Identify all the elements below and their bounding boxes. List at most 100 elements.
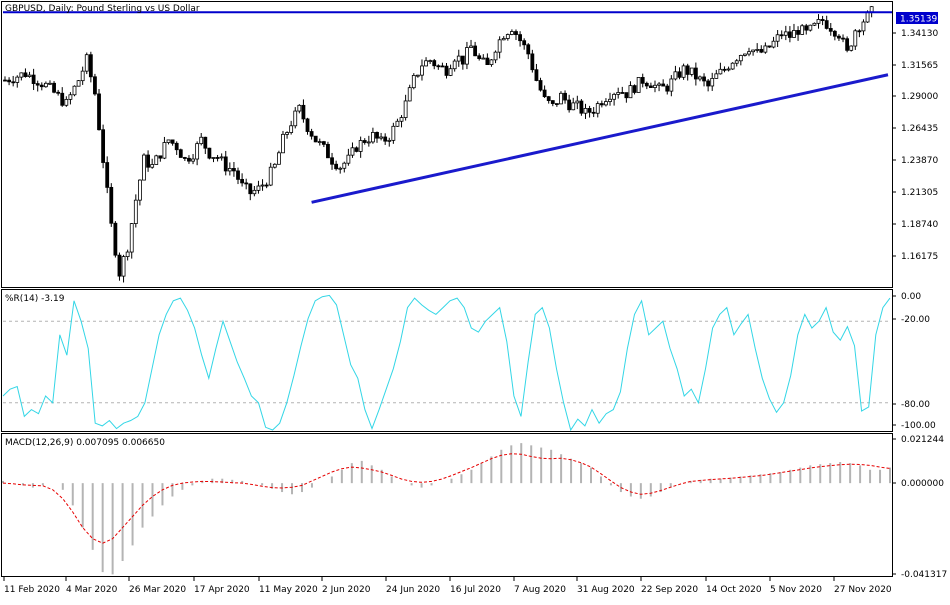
candle-body bbox=[80, 70, 85, 82]
candle-body bbox=[260, 184, 265, 187]
candle-body bbox=[309, 131, 314, 137]
candle-body bbox=[722, 68, 727, 71]
candle-body bbox=[595, 103, 600, 114]
candle-body bbox=[195, 143, 200, 160]
date-label: 26 Mar 2020 bbox=[129, 585, 186, 595]
candle-body bbox=[338, 167, 343, 170]
candle-body bbox=[599, 103, 604, 106]
candle-body bbox=[661, 83, 666, 87]
candle-body bbox=[166, 139, 171, 143]
candle-body bbox=[403, 100, 408, 118]
candle-body bbox=[522, 40, 527, 46]
candle-body bbox=[146, 154, 150, 168]
price-tick-label: 1.31565 bbox=[901, 61, 938, 71]
candle-body bbox=[689, 67, 694, 75]
candle-body bbox=[620, 92, 625, 94]
candle-body bbox=[248, 183, 253, 195]
candle-body bbox=[624, 92, 629, 99]
candle-body bbox=[550, 100, 555, 104]
candle-body bbox=[113, 222, 118, 256]
candle-body bbox=[767, 45, 772, 48]
macd-tick-label: 0.021244 bbox=[901, 435, 944, 445]
macd-panel-frame bbox=[1, 433, 893, 577]
candle-body bbox=[174, 142, 179, 151]
candle-body bbox=[832, 30, 837, 37]
candle-body bbox=[493, 51, 498, 61]
candle-body bbox=[759, 49, 764, 53]
candle-body bbox=[305, 118, 310, 132]
candle-body bbox=[824, 20, 829, 29]
candle-body bbox=[268, 166, 273, 186]
price-tick-label: 1.23870 bbox=[901, 156, 938, 166]
candle-body bbox=[837, 35, 841, 39]
candle-body bbox=[452, 60, 457, 70]
wpr-line bbox=[2, 294, 891, 432]
candle-body bbox=[444, 65, 449, 76]
candle-body bbox=[845, 38, 850, 51]
candle-body bbox=[657, 83, 661, 86]
candle-body bbox=[804, 25, 809, 31]
trend-line bbox=[311, 73, 889, 204]
candle-body bbox=[456, 55, 461, 62]
candle-body bbox=[849, 45, 854, 51]
candle-body bbox=[681, 65, 686, 78]
candle-body bbox=[264, 184, 269, 187]
candle-body bbox=[853, 30, 858, 47]
candle-body bbox=[121, 256, 126, 277]
date-label: 27 Nov 2020 bbox=[834, 585, 892, 595]
candle-body bbox=[52, 82, 56, 93]
candle-body bbox=[792, 30, 796, 38]
candle-body bbox=[72, 85, 77, 96]
candle-body bbox=[399, 117, 404, 122]
price-tick-label: 1.34130 bbox=[901, 29, 938, 39]
date-label: 17 Apr 2020 bbox=[194, 585, 250, 595]
macd-series bbox=[2, 443, 891, 575]
candle-body bbox=[428, 60, 433, 62]
candle-body bbox=[105, 162, 110, 188]
candle-body bbox=[93, 76, 97, 95]
candle-body bbox=[751, 49, 755, 53]
candle-body bbox=[571, 102, 576, 111]
candle-body bbox=[211, 157, 216, 159]
candle-body bbox=[432, 60, 437, 67]
candle-body bbox=[554, 103, 559, 105]
wpr-tick-label: 0.00 bbox=[901, 292, 921, 302]
candle-body bbox=[203, 136, 208, 149]
candle-body bbox=[510, 31, 514, 35]
candle-body bbox=[383, 136, 388, 142]
candle-body bbox=[117, 254, 122, 277]
current-price-badge bbox=[896, 12, 938, 24]
candle-body bbox=[604, 101, 608, 106]
candle-body bbox=[755, 49, 760, 51]
candle-body bbox=[424, 60, 428, 67]
candle-body bbox=[653, 84, 657, 88]
candle-body bbox=[501, 38, 506, 41]
candle-body bbox=[371, 131, 375, 143]
candle-body bbox=[43, 82, 48, 88]
candle-body bbox=[7, 79, 11, 83]
candle-body bbox=[97, 93, 101, 131]
candle-body bbox=[677, 71, 682, 78]
date-label: 14 Oct 2020 bbox=[706, 585, 762, 595]
candle-body bbox=[182, 157, 187, 159]
candle-body bbox=[11, 81, 16, 84]
candle-body bbox=[101, 129, 106, 163]
candle-body bbox=[779, 34, 784, 37]
candle-body bbox=[158, 155, 163, 159]
candle-body bbox=[665, 85, 670, 92]
wpr-tick-label: -100.00 bbox=[901, 421, 936, 431]
candle-body bbox=[276, 152, 281, 165]
candle-body bbox=[775, 34, 780, 42]
candle-body bbox=[489, 59, 494, 66]
candle-body bbox=[301, 104, 306, 120]
candle-body bbox=[575, 100, 580, 104]
candle-body bbox=[19, 72, 24, 78]
candle-body bbox=[465, 47, 469, 65]
candle-body bbox=[820, 19, 825, 22]
candle-body bbox=[869, 6, 874, 13]
candle-body bbox=[693, 67, 698, 80]
candle-body bbox=[109, 186, 114, 224]
candle-body bbox=[334, 163, 339, 170]
